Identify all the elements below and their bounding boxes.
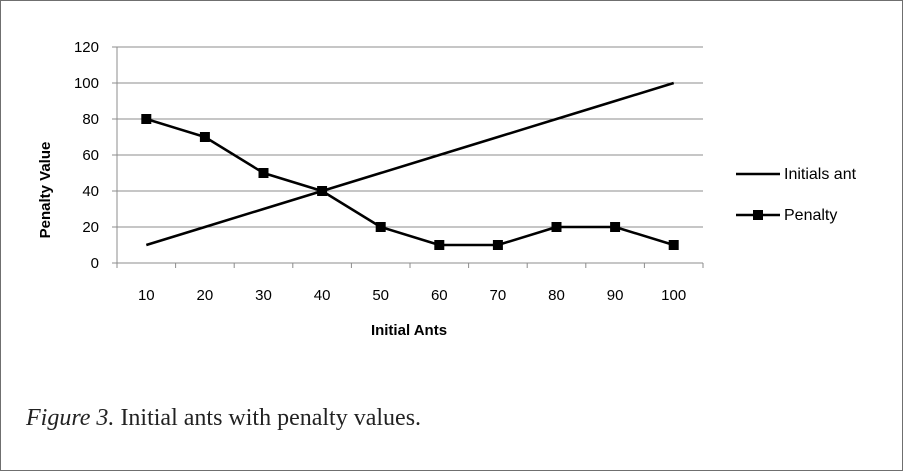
x-tick-label: 70 bbox=[490, 287, 507, 304]
legend-label-penalty: Penalty bbox=[784, 207, 837, 224]
data-point-penalty bbox=[199, 132, 210, 142]
legend-marker-penalty bbox=[753, 210, 763, 220]
data-point-penalty bbox=[317, 186, 328, 196]
legend-label-initials-ant: Initials ant bbox=[784, 166, 857, 183]
figure-caption-text: Initial ants with penalty values. bbox=[114, 405, 422, 431]
axes bbox=[112, 46, 704, 268]
data-point-penalty bbox=[668, 240, 679, 250]
y-tick-label: 120 bbox=[74, 39, 99, 56]
data-point-penalty bbox=[141, 114, 152, 124]
y-tick-label: 0 bbox=[91, 255, 99, 272]
x-tick-label: 60 bbox=[431, 287, 448, 304]
y-tick-label: 100 bbox=[74, 75, 99, 92]
x-tick-label: 50 bbox=[372, 287, 389, 304]
x-tick-label: 40 bbox=[314, 287, 331, 304]
tick-labels: 0 20 40 60 80 100 120 10 20 30 40 50 60 70 80 90 100 bbox=[74, 39, 686, 304]
x-tick-label: 90 bbox=[607, 287, 624, 304]
legend: Initials ant Penalty bbox=[736, 166, 857, 224]
x-axis-title: Initial Ants bbox=[371, 322, 447, 339]
x-tick-label: 100 bbox=[661, 287, 686, 304]
series-line-penalty bbox=[145, 117, 675, 247]
series-line-initials-ant bbox=[145, 81, 675, 247]
figure-caption-label: Figure 3. bbox=[26, 405, 115, 431]
x-tick-label: 80 bbox=[548, 287, 565, 304]
figure-caption: Figure 3. Initial ants with penalty valu… bbox=[26, 405, 421, 432]
data-point-penalty bbox=[551, 222, 562, 232]
y-axis-title: Penalty Value bbox=[37, 142, 54, 239]
y-tick-label: 60 bbox=[82, 147, 99, 164]
x-tick-label: 30 bbox=[255, 287, 272, 304]
data-point-penalty bbox=[258, 168, 269, 178]
y-tick-label: 40 bbox=[82, 183, 99, 200]
data-point-penalty bbox=[375, 222, 386, 232]
data-point-penalty bbox=[492, 240, 503, 250]
y-tick-label: 20 bbox=[82, 219, 99, 236]
series-lines bbox=[141, 81, 679, 250]
x-tick-label: 10 bbox=[138, 287, 155, 304]
x-tick-label: 20 bbox=[197, 287, 214, 304]
data-point-penalty bbox=[434, 240, 445, 250]
data-point-penalty bbox=[610, 222, 621, 232]
y-tick-label: 80 bbox=[82, 111, 99, 128]
